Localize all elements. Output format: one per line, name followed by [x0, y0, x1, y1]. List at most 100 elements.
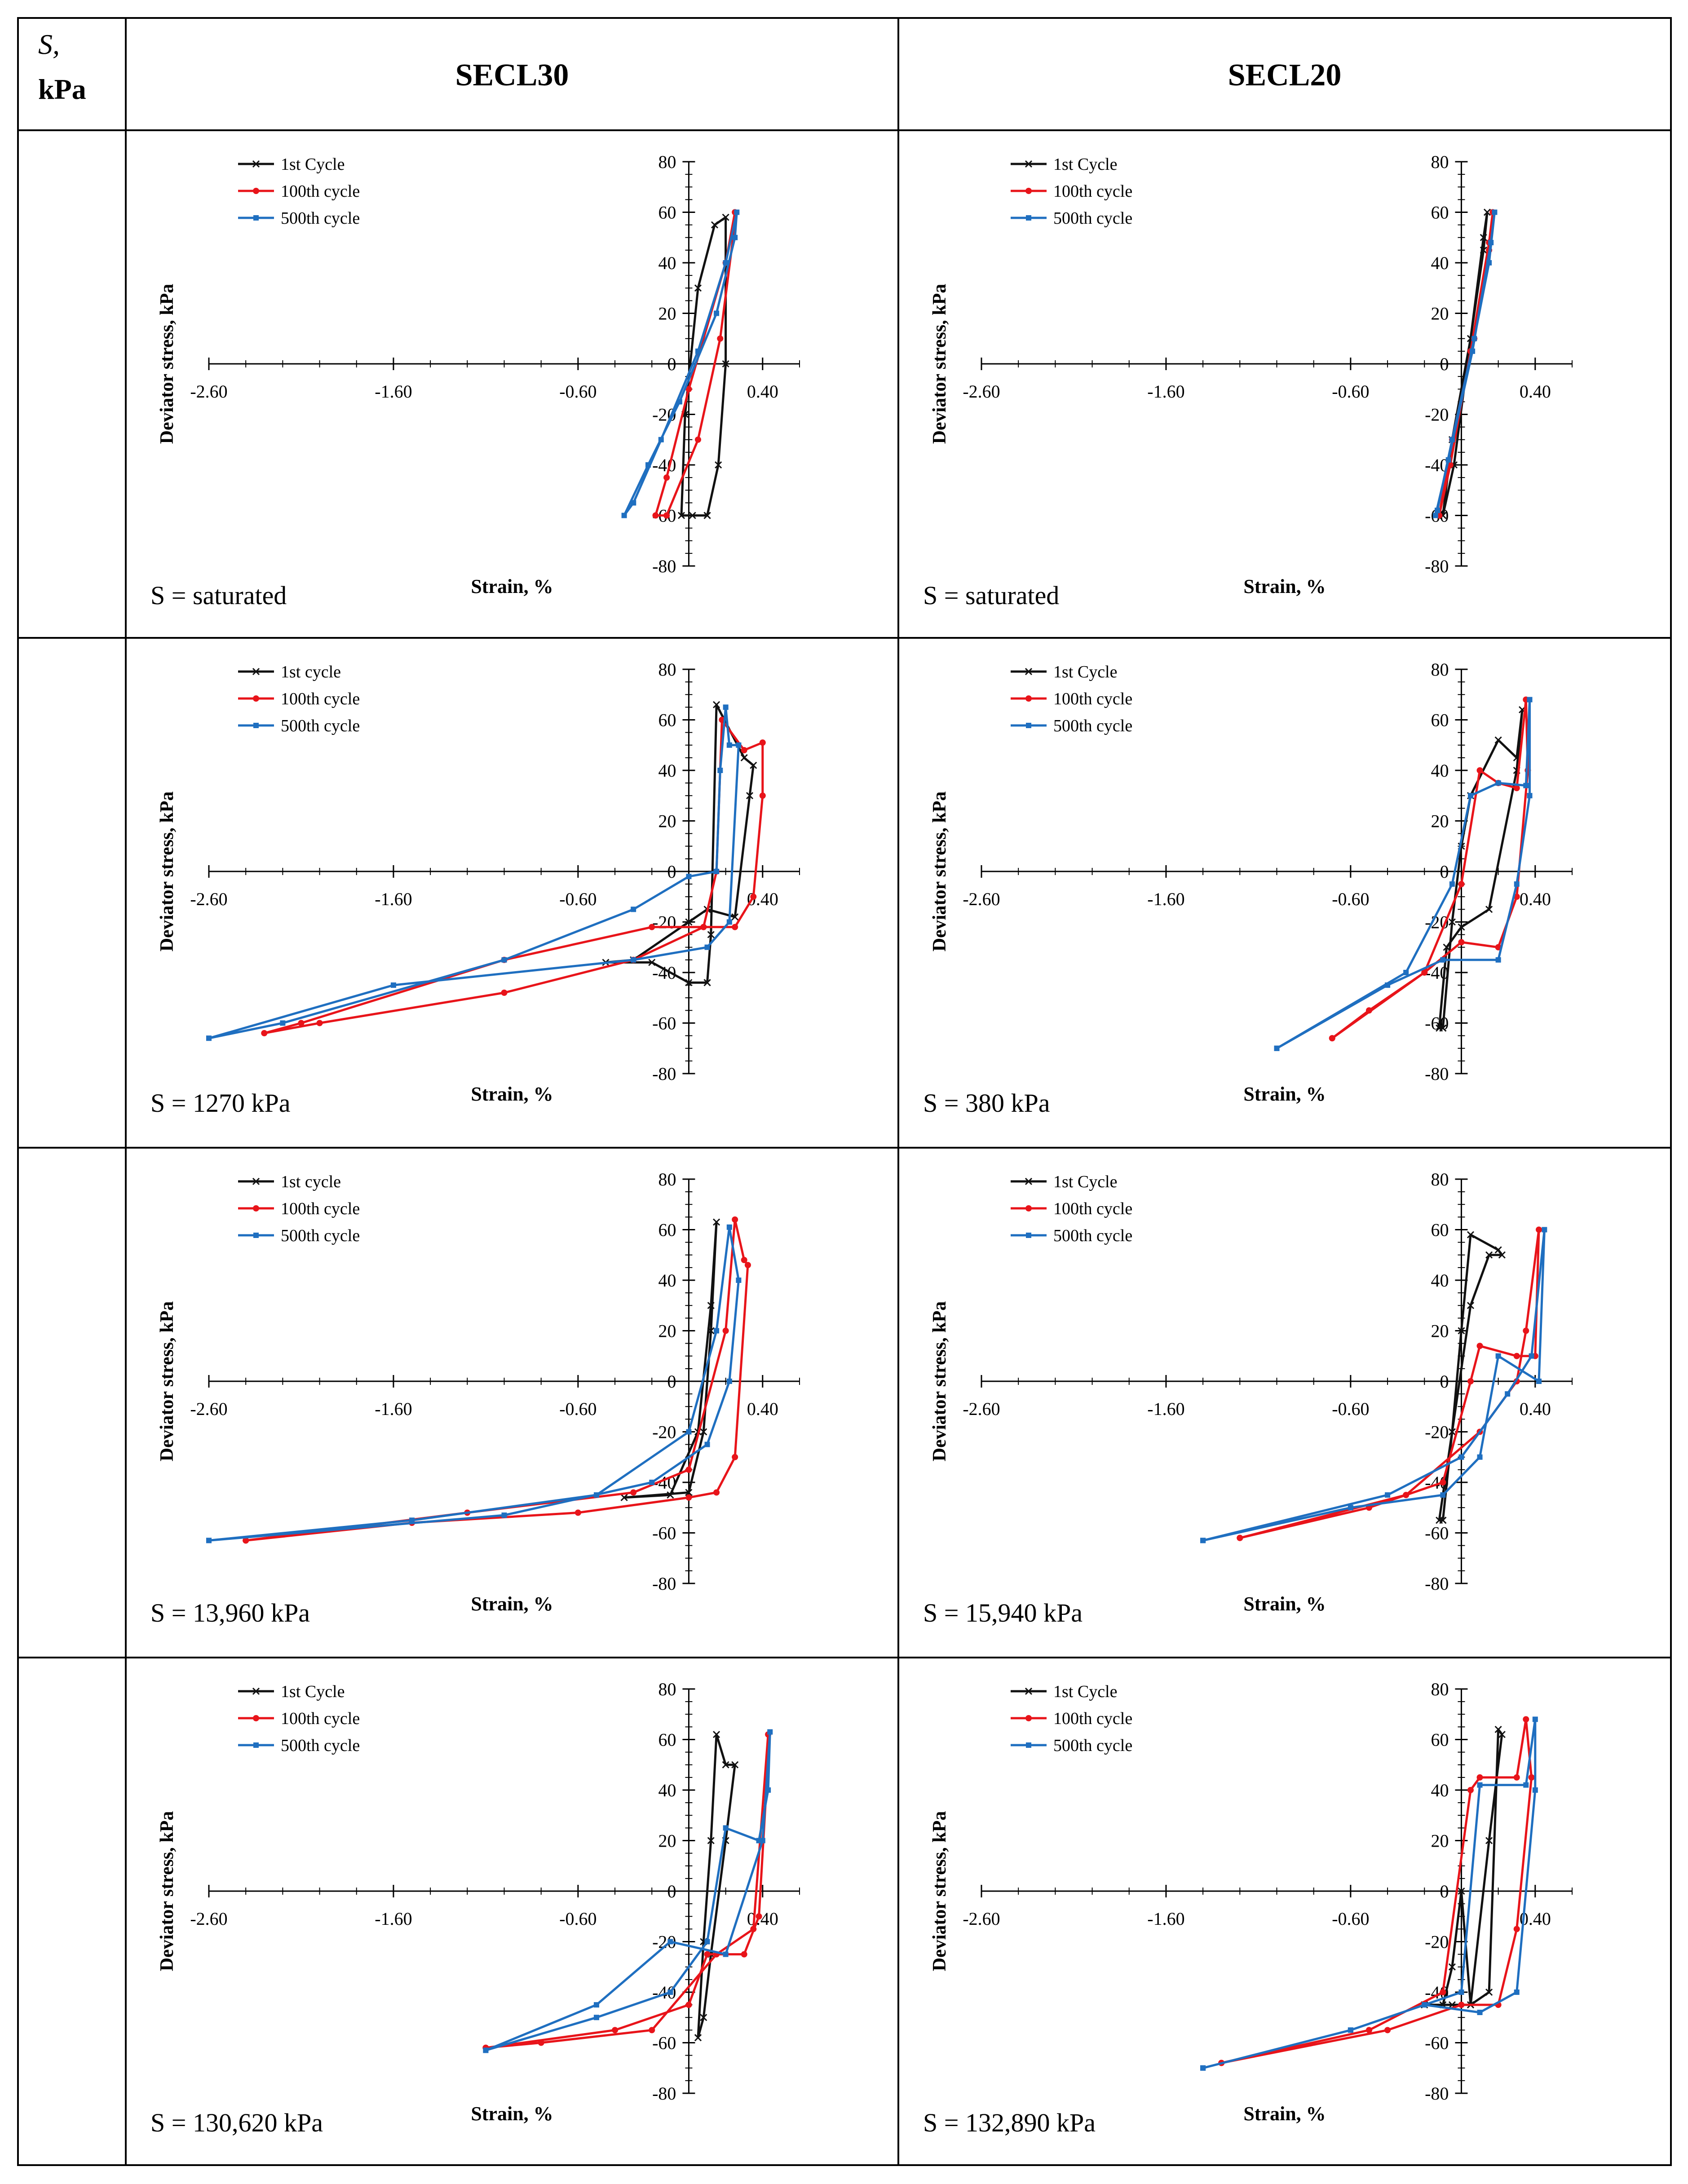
chart-secl30-saturated: -2.60-1.60-0.600.40806040200-20-40-60-80…	[150, 152, 800, 610]
suction-caption: S = 132,890 kPa	[923, 2108, 1096, 2137]
data-point	[649, 2027, 655, 2034]
x-axis-title: Strain, %	[1243, 2103, 1326, 2125]
data-point	[1514, 881, 1520, 887]
y-tick-label: 60	[658, 1220, 676, 1240]
legend-marker	[1026, 215, 1031, 221]
x-tick-label: -0.60	[559, 1909, 597, 1929]
data-point	[1536, 1379, 1542, 1384]
data-point	[501, 957, 507, 963]
data-point	[1505, 1391, 1511, 1397]
data-point	[1421, 969, 1428, 976]
data-point	[667, 1989, 673, 1995]
data-point	[1458, 1887, 1465, 1895]
y-tick-label: 80	[658, 152, 676, 172]
table-grid	[17, 17, 1672, 2166]
x-tick-label: -0.60	[1332, 889, 1369, 909]
data-point	[726, 919, 732, 925]
suction-caption: S = saturated	[923, 581, 1059, 610]
y-tick-label: 0	[667, 1371, 676, 1392]
series-line-0	[624, 1221, 718, 1499]
legend-marker	[253, 695, 259, 702]
legend-marker	[253, 1233, 259, 1238]
data-point	[1200, 2065, 1206, 2071]
legend-marker	[253, 723, 259, 728]
y-tick-label: -60	[1425, 1523, 1449, 1543]
data-point	[1440, 1479, 1446, 1485]
y-tick-label: 40	[658, 253, 676, 273]
legend-marker	[1026, 1742, 1031, 1748]
legend-label: 100th cycle	[1053, 182, 1132, 201]
x-tick-label: -2.60	[190, 381, 227, 402]
data-point	[694, 284, 702, 292]
data-point	[1542, 1227, 1547, 1233]
y-axis-title: Deviator stress, kPa	[157, 1301, 177, 1462]
y-tick-label: 80	[1431, 1169, 1449, 1189]
data-point	[736, 742, 742, 748]
data-point	[686, 1429, 692, 1435]
data-point	[713, 1489, 720, 1496]
data-point	[1443, 943, 1450, 951]
data-point	[740, 754, 748, 761]
data-point	[1403, 970, 1409, 975]
data-point	[649, 924, 655, 930]
x-tick-label: -1.60	[375, 1399, 412, 1419]
data-point	[1486, 260, 1492, 265]
x-tick-label: -1.60	[1147, 381, 1184, 402]
y-tick-label: 60	[658, 710, 676, 730]
data-point	[732, 1216, 738, 1223]
data-point	[703, 979, 711, 986]
series-line-2	[208, 1226, 740, 1542]
x-axis-title: Strain, %	[471, 1593, 553, 1615]
x-tick-label: 0.40	[1520, 381, 1551, 402]
data-point	[316, 1020, 323, 1026]
y-tick-label: 40	[1431, 760, 1449, 781]
y-tick-label: 80	[1431, 152, 1449, 172]
data-point	[501, 990, 508, 996]
data-point	[714, 310, 720, 316]
legend-marker	[1025, 1177, 1033, 1185]
legend-marker	[253, 188, 259, 194]
data-point	[722, 1761, 729, 1768]
y-tick-label: 20	[1431, 304, 1449, 324]
header-s-label: S,	[38, 28, 60, 60]
data-point	[1523, 1716, 1529, 1723]
data-point	[760, 1838, 765, 1844]
data-point	[700, 924, 707, 930]
data-point	[717, 335, 724, 342]
data-point	[1448, 1963, 1456, 1971]
series-line-1	[263, 719, 764, 1035]
data-point	[1485, 1988, 1493, 1996]
data-point	[1488, 240, 1494, 245]
series-line-0	[1438, 708, 1524, 1030]
data-point	[652, 512, 659, 519]
suction-caption: S = 13,960 kPa	[150, 1598, 310, 1627]
data-point	[1476, 767, 1483, 774]
legend-marker	[253, 1205, 259, 1211]
data-point	[663, 474, 670, 481]
x-tick-label: -0.60	[1332, 1399, 1369, 1419]
legend-marker	[1026, 723, 1031, 728]
data-point	[1483, 208, 1491, 216]
y-tick-label: 60	[1431, 1730, 1449, 1750]
data-point	[707, 931, 715, 938]
legend-marker	[1025, 1715, 1032, 1721]
data-point	[1467, 793, 1473, 799]
data-point	[685, 1489, 693, 1496]
data-point	[538, 2039, 544, 2046]
y-tick-label: 0	[667, 1881, 676, 1901]
y-tick-label: -20	[652, 912, 676, 933]
legend-label: 500th cycle	[1053, 1226, 1132, 1245]
chart-secl20-saturated: -2.60-1.60-0.600.40806040200-20-40-60-80…	[923, 152, 1573, 610]
data-point	[765, 1787, 771, 1793]
y-tick-label: -80	[1425, 556, 1449, 576]
data-point	[1513, 1926, 1520, 1932]
y-tick-label: -80	[652, 1574, 676, 1594]
data-point	[685, 1494, 692, 1501]
data-point	[722, 360, 729, 368]
data-point	[1513, 1774, 1520, 1781]
data-point	[1494, 1725, 1502, 1733]
legend-label: 1st Cycle	[281, 155, 345, 174]
data-point	[1470, 348, 1476, 354]
x-tick-label: -1.60	[1147, 1909, 1184, 1929]
